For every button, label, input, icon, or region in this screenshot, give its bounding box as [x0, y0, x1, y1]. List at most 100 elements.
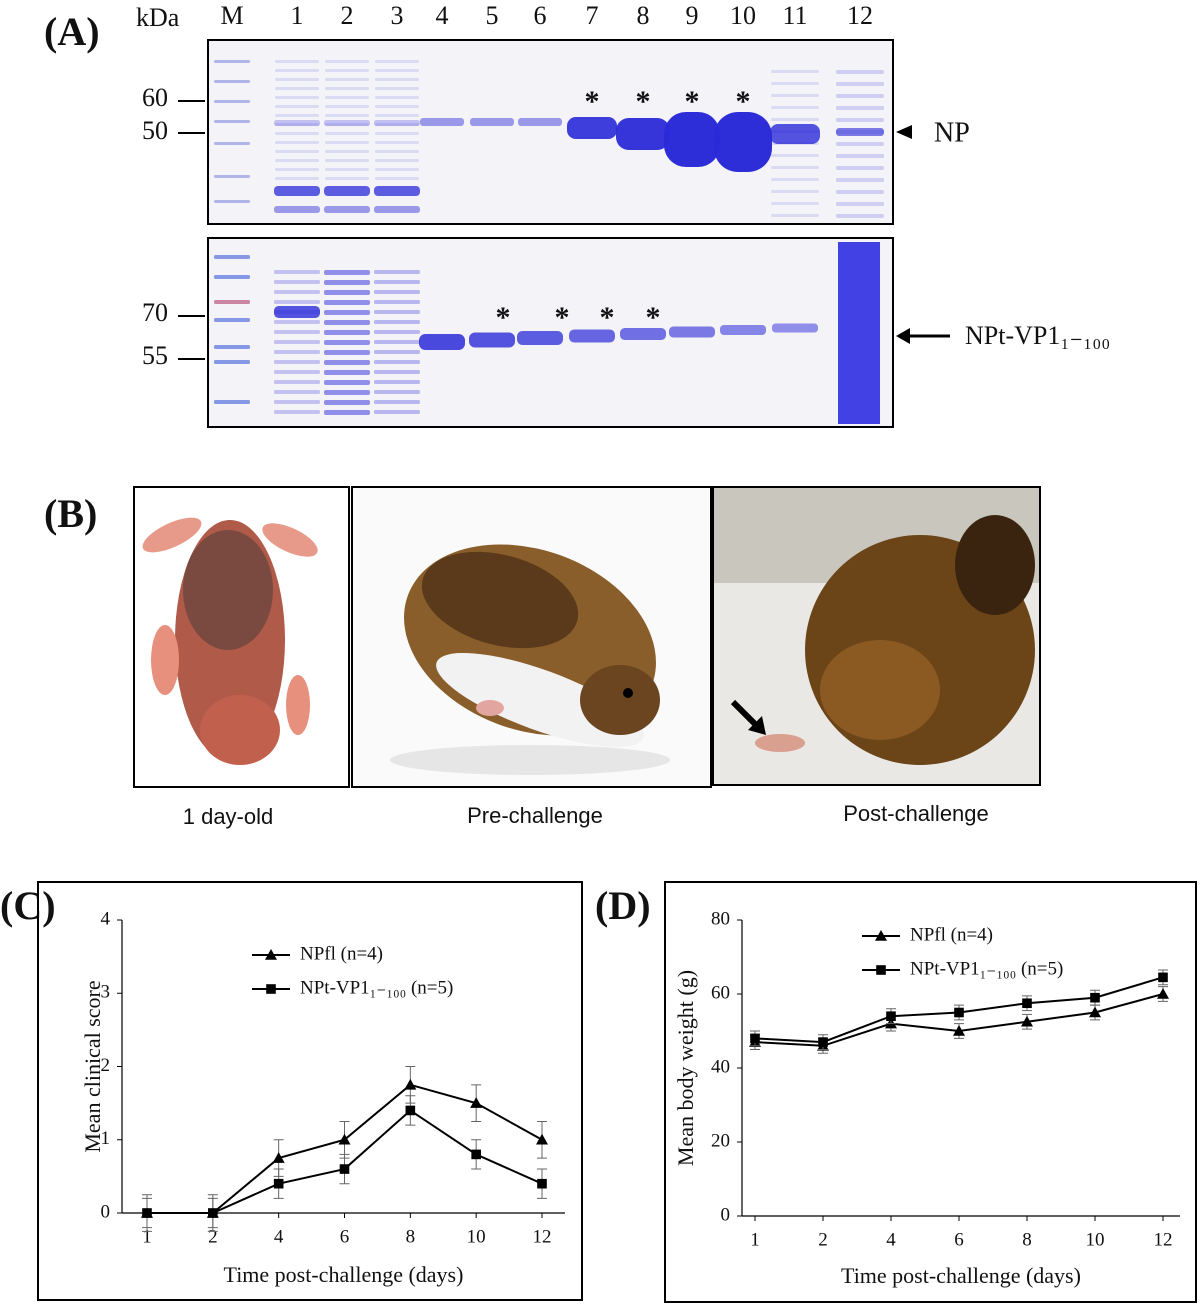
gel-band [275, 78, 319, 81]
gel-band [214, 175, 250, 178]
gel-band [274, 350, 320, 354]
y-axis-label: Mean body weight (g) [673, 970, 698, 1166]
lane-label: 4 [436, 1, 449, 30]
band-arrow [896, 125, 912, 139]
lane-label: 12 [847, 1, 873, 30]
gel-band [275, 123, 319, 126]
gel-band [836, 94, 884, 98]
gel-band [836, 214, 884, 218]
gel-band [469, 332, 515, 348]
gel-band [325, 150, 369, 153]
gel-band [374, 380, 420, 384]
gel-band [375, 177, 419, 180]
gel-band [214, 400, 250, 404]
lane-label: 6 [534, 1, 547, 30]
gel-band [275, 60, 319, 63]
gel-band [374, 340, 420, 344]
gel-band [836, 190, 884, 194]
gel-band [325, 141, 369, 144]
gel-band [325, 177, 369, 180]
gel-band [274, 370, 320, 374]
x-tick-label: 12 [533, 1226, 552, 1247]
gel-band [324, 370, 370, 375]
gel-images [207, 39, 894, 428]
marker [208, 1208, 218, 1218]
gel-band [324, 290, 370, 295]
gel-band [274, 290, 320, 294]
gel-band [836, 118, 884, 122]
gel-band [325, 132, 369, 135]
marker-ticks [178, 100, 205, 360]
gel-band [274, 186, 320, 196]
gel-band [214, 80, 250, 83]
gel-band [771, 70, 819, 73]
x-tick-label: 8 [1022, 1229, 1032, 1250]
gel-band [325, 159, 369, 162]
gel-band [836, 178, 884, 182]
gel-band [325, 114, 369, 117]
lane-label: 2 [341, 1, 354, 30]
marker [1157, 988, 1169, 999]
gel-band [325, 168, 369, 171]
gel-band [375, 132, 419, 135]
gel-band [324, 410, 370, 415]
gel-band [324, 186, 370, 196]
marker [953, 1025, 965, 1036]
gel-band [518, 118, 562, 126]
gel-band [324, 360, 370, 365]
gel-band [214, 318, 250, 322]
gel-band [325, 60, 369, 63]
gel-band [620, 328, 666, 340]
marker [404, 1078, 417, 1090]
gel-band [375, 114, 419, 117]
gel-band [324, 270, 370, 275]
gel-band [664, 112, 720, 167]
gel-band [274, 330, 320, 334]
band-label: NP [934, 117, 970, 148]
gel-band [375, 123, 419, 126]
asterisk: * [555, 301, 570, 334]
gel-band [214, 345, 250, 349]
gel-band [274, 300, 320, 304]
lane-label: 10 [730, 1, 756, 30]
gel-band [274, 380, 320, 384]
gel-band [771, 82, 819, 85]
x-tick-label: 4 [274, 1226, 284, 1247]
gel-band [374, 390, 420, 394]
gel-band [274, 310, 320, 314]
lane-label: 7 [586, 1, 599, 30]
marker [338, 1133, 351, 1145]
gel-band [374, 350, 420, 354]
gel-band [836, 142, 884, 146]
gel-band [375, 168, 419, 171]
band-label: NPt-VP1₁₋₁₀₀ [965, 321, 1110, 350]
x-tick-label: 12 [1154, 1229, 1173, 1250]
gel-band [275, 141, 319, 144]
y-tick-label: 0 [101, 1201, 111, 1222]
gel-band [324, 380, 370, 385]
gel-band [375, 141, 419, 144]
legend-label: NPfl (n=4) [300, 943, 383, 964]
x-tick-label: 2 [818, 1229, 828, 1250]
gel-band [771, 166, 819, 169]
panel-label: (C) [0, 883, 56, 928]
gel-band [324, 390, 370, 395]
gel-band [274, 206, 320, 213]
mw-marker: 55 [142, 341, 168, 370]
asterisk: * [636, 85, 651, 118]
gel-band [374, 270, 420, 274]
gel-band [470, 118, 514, 126]
photo-caption: Pre-challenge [467, 803, 603, 828]
y-tick-label: 4 [101, 908, 111, 929]
lane-label: M [220, 1, 243, 30]
gel-band [374, 300, 420, 304]
x-axis-label: Time post-challenge (days) [224, 1262, 464, 1287]
asterisk: * [736, 85, 751, 118]
marker [1090, 992, 1100, 1003]
gel-band [325, 123, 369, 126]
marker [339, 1164, 350, 1174]
gel-band [274, 120, 320, 126]
x-tick-label: 2 [208, 1226, 218, 1247]
gel-band [569, 329, 615, 343]
asterisk: * [585, 85, 600, 118]
